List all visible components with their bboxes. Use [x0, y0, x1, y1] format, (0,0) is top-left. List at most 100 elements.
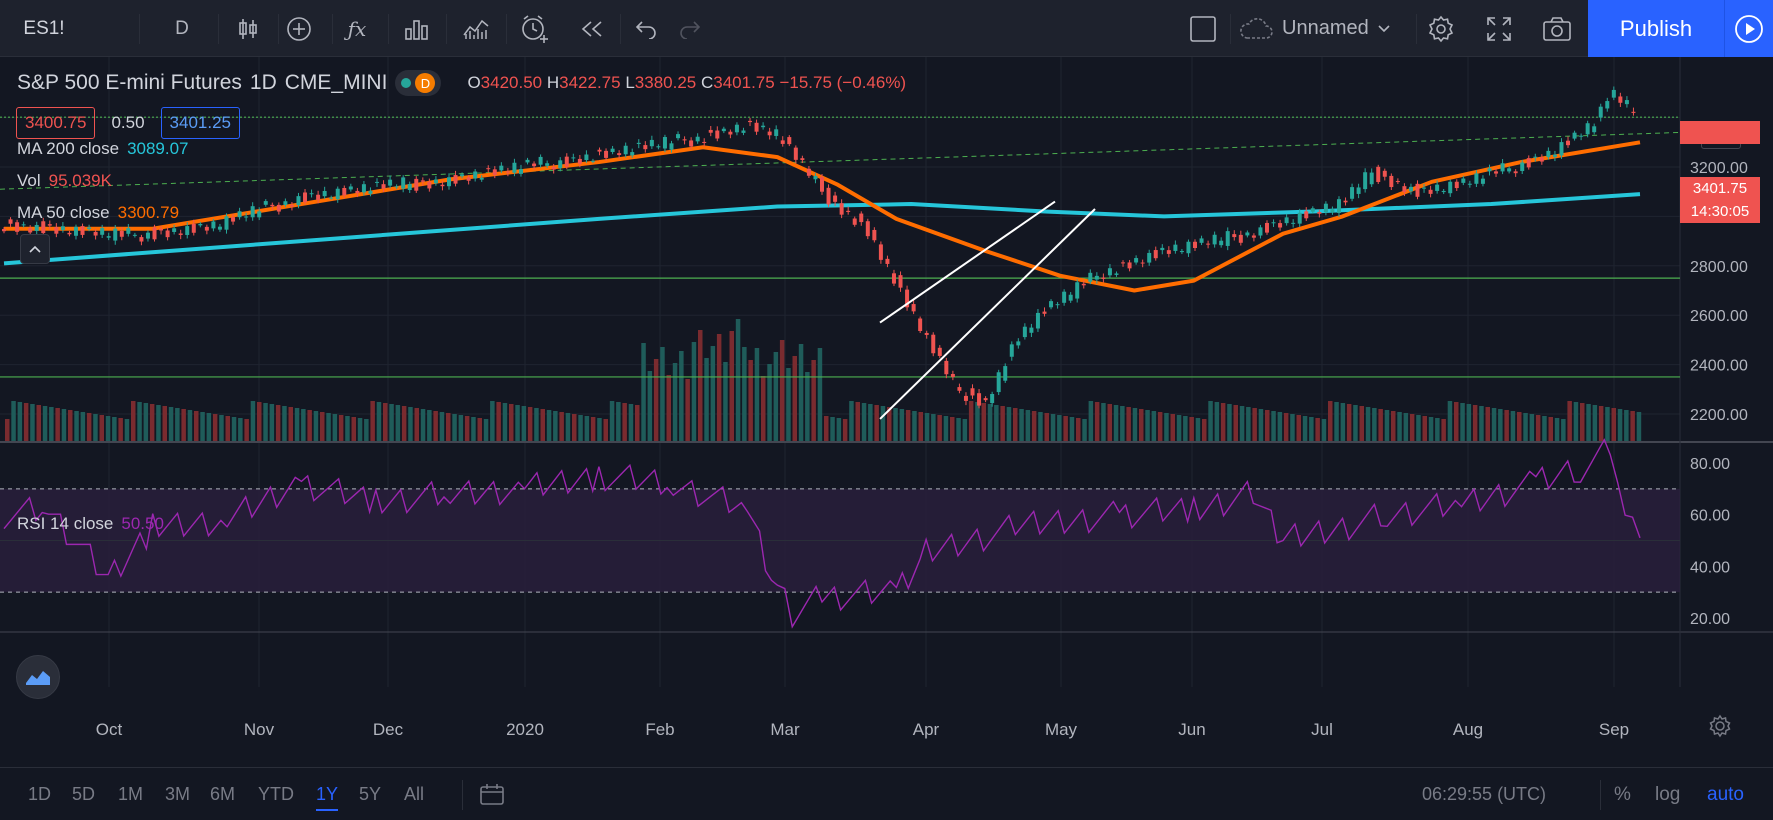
- range-5d[interactable]: 5D: [72, 768, 95, 820]
- tradingview-logo[interactable]: [16, 655, 60, 699]
- publish-label: Publish: [1619, 15, 1693, 41]
- range-ytd[interactable]: YTD: [258, 768, 294, 820]
- candle-body: [1238, 234, 1243, 243]
- fullscreen-button[interactable]: [1478, 0, 1520, 57]
- ma200-legend[interactable]: MA 200 close 3089.07: [17, 139, 189, 159]
- volume-bar: [572, 414, 577, 441]
- replay-button[interactable]: [570, 0, 614, 57]
- divider: [506, 14, 507, 44]
- percent-label: %: [1614, 783, 1631, 805]
- volume-bar: [666, 375, 671, 441]
- candle-body: [1114, 273, 1119, 275]
- volume-bar: [653, 359, 659, 441]
- collapse-legend-button[interactable]: [20, 234, 50, 264]
- redo-button[interactable]: [670, 0, 710, 57]
- divider: [1416, 14, 1417, 44]
- candle-body: [820, 177, 824, 192]
- rsi-legend[interactable]: RSI 14 close 50.50: [17, 514, 164, 534]
- volume-bar: [817, 348, 823, 441]
- time-axis-tick: Feb: [645, 720, 674, 739]
- candle-body: [689, 140, 694, 147]
- interval-button[interactable]: D: [160, 0, 204, 57]
- play-button[interactable]: [1724, 0, 1773, 57]
- snapshot-button[interactable]: [1536, 0, 1578, 57]
- market-status-toggle[interactable]: D: [395, 70, 442, 96]
- candle-body: [741, 130, 746, 133]
- candle-body: [793, 147, 798, 160]
- fullscreen-icon: [1487, 16, 1511, 41]
- volume-bar: [427, 410, 432, 441]
- log-scale-toggle[interactable]: log: [1655, 768, 1680, 820]
- candle-body: [1382, 170, 1387, 177]
- volume-bar: [131, 401, 136, 441]
- candle-body: [1049, 301, 1054, 308]
- gear-icon[interactable]: [1709, 714, 1731, 738]
- layout-square-icon: [1190, 15, 1216, 42]
- volume-bar: [93, 414, 98, 441]
- date-range-button[interactable]: [478, 768, 506, 820]
- layout-name-button[interactable]: Unnamed: [1238, 0, 1408, 57]
- candle-body: [649, 139, 654, 147]
- range-6m[interactable]: 6M: [210, 768, 235, 820]
- symbol-search-button[interactable]: ES1!: [0, 0, 88, 57]
- sell-price-button[interactable]: 3400.75: [16, 107, 96, 139]
- legend-exchange: CME_MINI: [284, 71, 388, 94]
- range-label: 3M: [165, 784, 191, 804]
- ma50-legend[interactable]: MA 50 close 3300.79: [17, 203, 179, 223]
- range-1m[interactable]: 1M: [118, 768, 143, 820]
- volume-bar: [861, 403, 867, 441]
- chart-type-button[interactable]: [226, 0, 270, 57]
- range-1d[interactable]: 1D: [28, 768, 51, 820]
- layout-button[interactable]: [1182, 0, 1224, 57]
- chart-area[interactable]: 3200.003000.002800.002600.002400.002200.…: [0, 57, 1773, 767]
- publish-button[interactable]: Publish: [1588, 0, 1724, 57]
- candle-body: [1062, 291, 1067, 303]
- compare-symbol-button[interactable]: [278, 0, 320, 57]
- candle-body: [532, 163, 537, 167]
- auto-scale-toggle[interactable]: auto: [1707, 768, 1744, 820]
- utc-clock[interactable]: 06:29:55 (UTC): [1422, 768, 1546, 820]
- candle-body: [1408, 186, 1413, 192]
- volume-bar: [1630, 411, 1635, 441]
- candle-body: [1232, 234, 1237, 238]
- candle-body: [885, 258, 890, 264]
- candle-body: [1323, 203, 1328, 213]
- indicators-button[interactable]: ƒx: [336, 0, 378, 57]
- range-all[interactable]: All: [404, 768, 424, 820]
- financials-button[interactable]: [394, 0, 438, 57]
- volume-bar: [786, 368, 791, 441]
- volume-bar: [1157, 412, 1163, 441]
- volume-bar: [1636, 412, 1642, 441]
- candle-body: [217, 226, 222, 230]
- volume-bar: [275, 405, 281, 441]
- low-value: 3380.25: [634, 73, 697, 92]
- volume-bar: [509, 404, 514, 441]
- volume-bar: [464, 416, 470, 441]
- settings-button[interactable]: [1420, 0, 1462, 57]
- candle-body: [126, 228, 131, 234]
- candle-body: [1121, 262, 1126, 264]
- candle-body: [388, 179, 393, 186]
- volume-bar: [1220, 403, 1226, 441]
- undo-button[interactable]: [626, 0, 666, 57]
- candle-body: [1559, 142, 1564, 156]
- candle-body: [1258, 227, 1263, 236]
- range-3m[interactable]: 3M: [165, 768, 190, 820]
- percent-scale-toggle[interactable]: %: [1614, 768, 1631, 820]
- templates-button[interactable]: [454, 0, 498, 57]
- alert-button[interactable]: [514, 0, 556, 57]
- candle-body: [1402, 186, 1407, 193]
- range-1y[interactable]: 1Y: [316, 768, 339, 820]
- candle-body: [1494, 171, 1499, 174]
- range-5y[interactable]: 5Y: [359, 768, 381, 820]
- candle-body: [963, 395, 968, 401]
- clock-label: 06:29:55 (UTC): [1422, 784, 1547, 804]
- volume-legend[interactable]: Vol 95.039K: [17, 171, 112, 191]
- price-chart[interactable]: 3200.003000.002800.002600.002400.002200.…: [0, 57, 1773, 767]
- candle-body: [1467, 183, 1472, 185]
- candle-body: [381, 184, 386, 189]
- candle-body: [1592, 126, 1597, 133]
- compare-icon: [463, 19, 489, 39]
- buy-price-button[interactable]: 3401.25: [160, 107, 240, 139]
- open-value: 3420.50: [480, 73, 543, 92]
